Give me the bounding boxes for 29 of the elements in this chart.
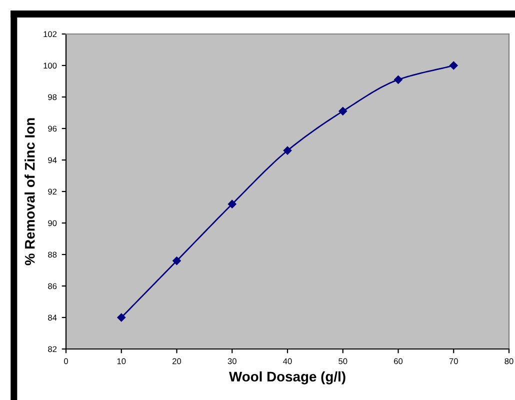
y-tick-label: 82	[48, 346, 57, 352]
x-tick-label: 40	[283, 358, 292, 364]
y-tick-label: 92	[48, 188, 57, 195]
point	[117, 313, 126, 322]
y-tick-label: 100	[44, 62, 57, 69]
x-tick-label: 70	[449, 358, 458, 364]
point	[338, 107, 348, 116]
point	[228, 200, 236, 208]
x-tick-label: 60	[394, 358, 403, 364]
point	[283, 146, 292, 155]
x-tick-label: 50	[338, 358, 348, 364]
x-axis-title: Wool Dosage (g/l)	[229, 371, 346, 384]
x-tick-label: 0	[64, 358, 68, 364]
point	[394, 76, 402, 84]
x-tick-label: 30	[228, 358, 236, 364]
point	[449, 61, 458, 70]
y-tick-label: 88	[48, 252, 57, 258]
y-tick-label: 102	[44, 31, 57, 38]
y-axis-title: % Removal of Zinc Ion	[24, 118, 35, 266]
y-tick-label: 86	[48, 283, 57, 290]
y-tick-label: 98	[48, 94, 57, 100]
x-tick-label: 80	[504, 358, 514, 364]
y-tick-label: 96	[48, 126, 57, 132]
y-tick-label: 90	[48, 220, 57, 226]
x-tick-label: 10	[117, 358, 126, 364]
x-tick-label: 20	[172, 358, 182, 364]
point	[172, 256, 181, 265]
y-tick-label: 94	[48, 157, 57, 164]
y-tick-label: 84	[48, 314, 57, 321]
